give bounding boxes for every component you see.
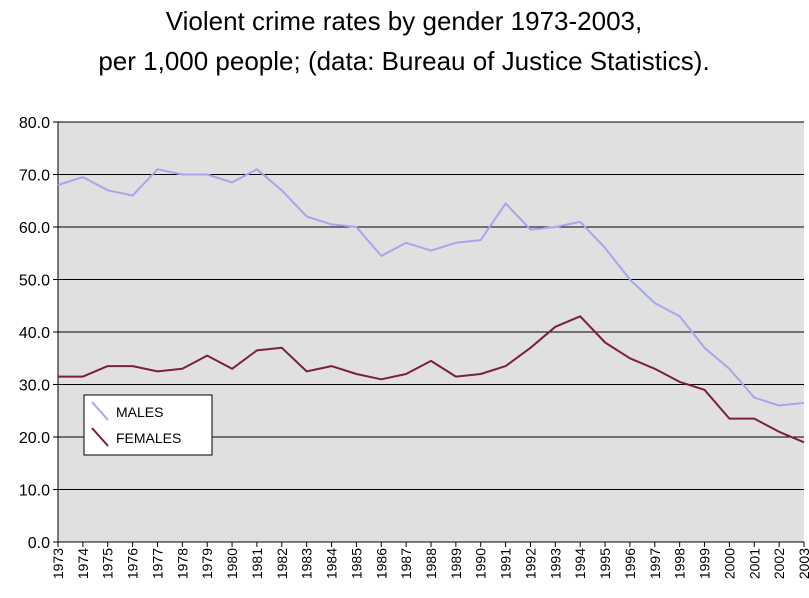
x-tick-label: 1997 — [647, 548, 663, 579]
x-tick-label: 2000 — [721, 548, 737, 579]
y-tick-label: 60.0 — [19, 220, 50, 237]
x-tick-label: 2002 — [771, 548, 787, 579]
x-tick-label: 1989 — [448, 548, 464, 579]
x-tick-label: 1974 — [75, 548, 91, 579]
x-tick-label: 1982 — [274, 548, 290, 579]
x-tick-label: 1995 — [597, 548, 613, 579]
y-tick-label: 20.0 — [19, 430, 50, 447]
x-tick-label: 1990 — [473, 548, 489, 579]
x-tick-label: 1983 — [299, 548, 315, 579]
legend-box — [83, 394, 213, 456]
y-tick-label: 80.0 — [19, 115, 50, 132]
x-tick-label: 1988 — [423, 548, 439, 579]
x-axis: 1973 1974 1975 1976 1977 1978 1979 1980 1981 1982… — [50, 542, 809, 579]
x-tick-label: 1985 — [348, 548, 364, 579]
y-tick-label: 0.0 — [28, 535, 50, 552]
y-tick-label: 30.0 — [19, 378, 50, 395]
x-tick-label: 1973 — [50, 548, 66, 579]
y-tick-label: 50.0 — [19, 273, 50, 290]
x-tick-label: 1977 — [149, 548, 165, 579]
x-tick-label: 1994 — [572, 548, 588, 579]
x-tick-label: 1975 — [100, 548, 116, 579]
y-tick-label: 40.0 — [19, 325, 50, 342]
x-tick-label: 1996 — [622, 548, 638, 579]
legend-label-males: MALES — [116, 404, 163, 420]
legend-swatch-males — [91, 401, 109, 421]
x-tick-label: 1999 — [697, 548, 713, 579]
chart-title: Violent crime rates by gender 1973-2003, — [166, 6, 642, 36]
x-tick-label: 2001 — [746, 548, 762, 579]
x-tick-label: 1992 — [522, 548, 538, 579]
y-axis: 0.0 10.0 20.0 30.0 40.0 50.0 60.0 70.0 80.0 — [19, 115, 59, 552]
x-tick-label: 1993 — [547, 548, 563, 579]
x-tick-label: 1986 — [373, 548, 389, 579]
x-tick-label: 1991 — [498, 548, 514, 579]
chart-subtitle: per 1,000 people; (data: Bureau of Justi… — [98, 46, 709, 76]
legend-swatch-females — [91, 427, 109, 447]
x-tick-label: 1984 — [324, 548, 340, 579]
x-tick-label: 1987 — [398, 548, 414, 579]
x-tick-label: 1981 — [249, 548, 265, 579]
series-line-females — [58, 315, 805, 444]
x-tick-label: 1998 — [672, 548, 688, 579]
legend: MALES FEMALES — [83, 394, 213, 456]
x-tick-label: 1976 — [125, 548, 141, 579]
series-line-males — [57, 168, 805, 407]
x-tick-label: 1980 — [224, 548, 240, 579]
y-tick-label: 10.0 — [19, 483, 50, 500]
x-tick-label: 1978 — [174, 548, 190, 579]
x-tick-label: 2003 — [796, 548, 809, 579]
legend-label-females: FEMALES — [116, 430, 181, 446]
x-tick-label: 1979 — [199, 548, 215, 579]
series-lines — [57, 168, 805, 444]
y-tick-label: 70.0 — [19, 168, 50, 185]
